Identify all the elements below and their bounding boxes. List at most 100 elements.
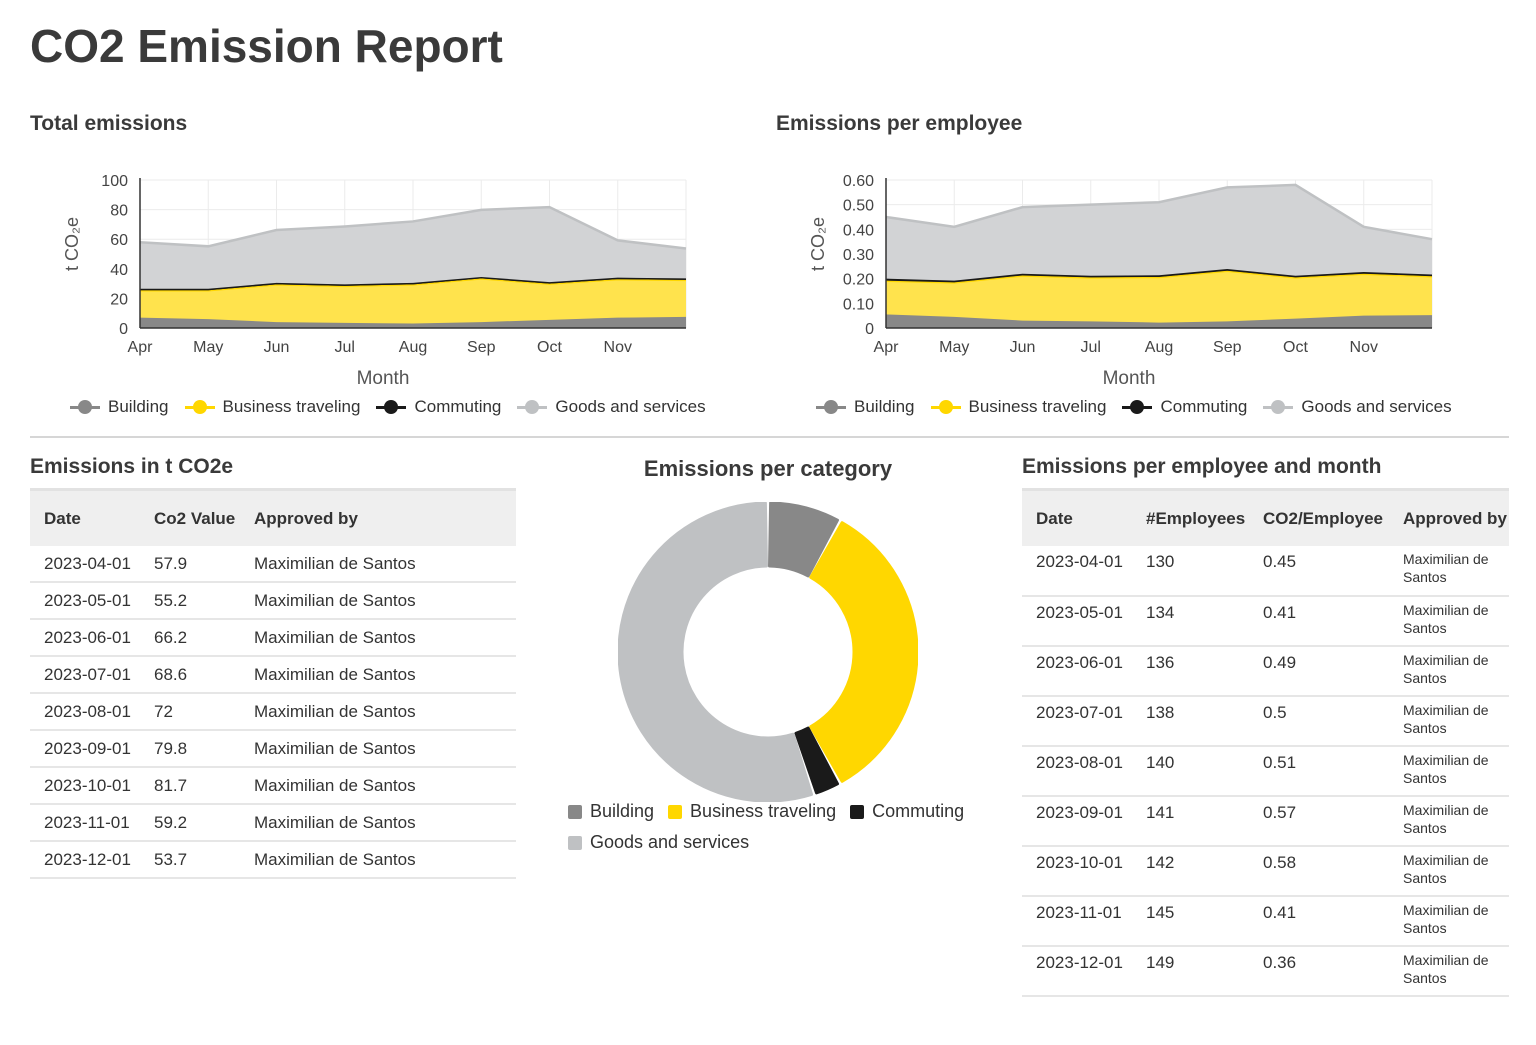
table-cell: 136 [1132, 646, 1249, 697]
table-cell: Maximilian de Santos [1389, 796, 1509, 847]
legend-item-building[interactable]: Building [816, 397, 915, 417]
table-cell: 0.58 [1249, 846, 1389, 897]
col-employees-header[interactable]: #Employees [1132, 488, 1249, 546]
x-tick-label: Oct [1283, 339, 1308, 356]
table-cell: 72 [140, 693, 240, 731]
x-tick-label: Nov [604, 339, 632, 356]
category-donut-chart [618, 502, 918, 802]
legend-label: Business traveling [222, 397, 361, 416]
x-tick-label: May [193, 339, 223, 356]
table2-title: Emissions per employee and month [1022, 455, 1382, 478]
legend-label: Goods and services [1301, 397, 1452, 416]
col-date-header[interactable]: Date [1022, 488, 1132, 546]
legend-item-building[interactable]: Building [70, 397, 169, 417]
col-date-header[interactable]: Date [30, 488, 140, 546]
table-cell: Maximilian de Santos [240, 619, 516, 657]
table-cell: 134 [1132, 596, 1249, 647]
total-emissions-title: Total emissions [30, 112, 188, 135]
per-employee-table: Date #Employees CO2/Employee Approved by… [1022, 488, 1509, 997]
area-business-traveling[interactable] [140, 278, 686, 324]
table-row[interactable]: 2023-07-01 138 0.5 Maximilian de Santos [1022, 696, 1509, 747]
per-employee-legend[interactable]: Building Business traveling Commuting Goods… [816, 397, 1468, 417]
area-business-traveling[interactable] [886, 270, 1432, 323]
legend-item-business-traveling[interactable]: Business traveling [668, 796, 836, 827]
legend-item-business-traveling[interactable]: Business traveling [184, 397, 361, 417]
legend-item-business-traveling[interactable]: Business traveling [930, 397, 1106, 417]
table-row[interactable]: 2023-09-01 141 0.57 Maximilian de Santos [1022, 796, 1509, 847]
x-axis-label: Month [1103, 368, 1156, 389]
table-row[interactable]: 2023-08-01 140 0.51 Maximilian de Santos [1022, 746, 1509, 797]
table-row[interactable]: 2023-12-01 149 0.36 Maximilian de Santos [1022, 946, 1509, 997]
legend-item-commuting[interactable]: Commuting [376, 397, 501, 417]
col-co2-employee-header[interactable]: CO2/Employee [1249, 488, 1389, 546]
table-cell: 2023-12-01 [1022, 946, 1132, 997]
area-goods-and-services[interactable] [140, 207, 686, 289]
col-approved-header[interactable]: Approved by [1389, 488, 1509, 546]
y-tick-label: 0.10 [843, 296, 874, 313]
legend-label: Commuting [414, 397, 502, 416]
table-cell: 140 [1132, 746, 1249, 797]
y-axis-label: t CO₂e [62, 217, 82, 271]
table-cell: Maximilian de Santos [1389, 696, 1509, 747]
table-row[interactable]: 2023-10-01 142 0.58 Maximilian de Santos [1022, 846, 1509, 897]
table-cell: Maximilian de Santos [1389, 746, 1509, 797]
legend-item-commuting[interactable]: Commuting [1122, 397, 1247, 417]
table-row[interactable]: 2023-06-01 136 0.49 Maximilian de Santos [1022, 646, 1509, 697]
table-row[interactable]: 2023-05-01 55.2 Maximilian de Santos [30, 582, 516, 620]
table-cell: Maximilian de Santos [240, 693, 516, 731]
x-tick-label: Sep [467, 339, 496, 356]
table-cell: 53.7 [140, 841, 240, 879]
table-row[interactable]: 2023-09-01 79.8 Maximilian de Santos [30, 730, 516, 768]
x-tick-label: Aug [1145, 339, 1173, 356]
legend-item-goods-and-services[interactable]: Goods and services [1263, 397, 1452, 417]
table-row[interactable]: 2023-11-01 59.2 Maximilian de Santos [30, 804, 516, 842]
legend-item-commuting[interactable]: Commuting [850, 796, 964, 827]
table-cell: 0.49 [1249, 646, 1389, 697]
table-row[interactable]: 2023-11-01 145 0.41 Maximilian de Santos [1022, 896, 1509, 947]
table-cell: 57.9 [140, 546, 240, 583]
y-tick-label: 0 [119, 321, 128, 338]
x-tick-label: Apr [128, 339, 154, 356]
table-cell: 145 [1132, 896, 1249, 947]
table-cell: Maximilian de Santos [1389, 946, 1509, 997]
table-cell: Maximilian de Santos [240, 546, 516, 583]
table-cell: 141 [1132, 796, 1249, 847]
legend-item-building[interactable]: Building [568, 796, 654, 827]
col-co2-header[interactable]: Co2 Value [140, 488, 240, 546]
table-row[interactable]: 2023-04-01 57.9 Maximilian de Santos [30, 546, 516, 583]
table-row[interactable]: 2023-05-01 134 0.41 Maximilian de Santos [1022, 596, 1509, 647]
table-row[interactable]: 2023-12-01 53.7 Maximilian de Santos [30, 841, 516, 879]
legend-marker-icon [816, 399, 846, 415]
legend-item-goods-and-services[interactable]: Goods and services [568, 827, 749, 858]
table-cell: 59.2 [140, 804, 240, 842]
slice-goods-and-services[interactable] [618, 502, 814, 802]
area-building[interactable] [886, 314, 1432, 328]
x-tick-label: Jun [264, 339, 290, 356]
table-cell: 0.45 [1249, 546, 1389, 597]
slice-business-traveling[interactable] [809, 521, 918, 783]
legend-label: Building [590, 801, 655, 821]
line-goods-and-services [885, 183, 1433, 241]
area-goods-and-services[interactable] [886, 184, 1432, 281]
table-row[interactable]: 2023-07-01 68.6 Maximilian de Santos [30, 656, 516, 694]
table-cell: Maximilian de Santos [1389, 646, 1509, 697]
table-row[interactable]: 2023-10-01 81.7 Maximilian de Santos [30, 767, 516, 805]
legend-swatch-icon [668, 804, 683, 819]
y-tick-label: 0.40 [843, 222, 874, 239]
table-cell: Maximilian de Santos [240, 841, 516, 879]
line-goods-and-services [139, 205, 687, 250]
table-row[interactable]: 2023-06-01 66.2 Maximilian de Santos [30, 619, 516, 657]
category-legend[interactable]: Building Business traveling Commuting Goods… [568, 796, 988, 858]
table-row[interactable]: 2023-08-01 72 Maximilian de Santos [30, 693, 516, 731]
area-building[interactable] [140, 316, 686, 328]
legend-item-goods-and-services[interactable]: Goods and services [517, 397, 706, 417]
x-tick-label: Jul [1081, 339, 1101, 356]
slice-commuting[interactable] [794, 726, 839, 795]
table-cell: 2023-10-01 [30, 767, 140, 805]
col-approved-header[interactable]: Approved by [240, 488, 516, 546]
total-emissions-legend[interactable]: Building Business traveling Commuting Goods… [70, 397, 722, 417]
table-row[interactable]: 2023-04-01 130 0.45 Maximilian de Santos [1022, 546, 1509, 597]
slice-building[interactable] [768, 502, 839, 578]
